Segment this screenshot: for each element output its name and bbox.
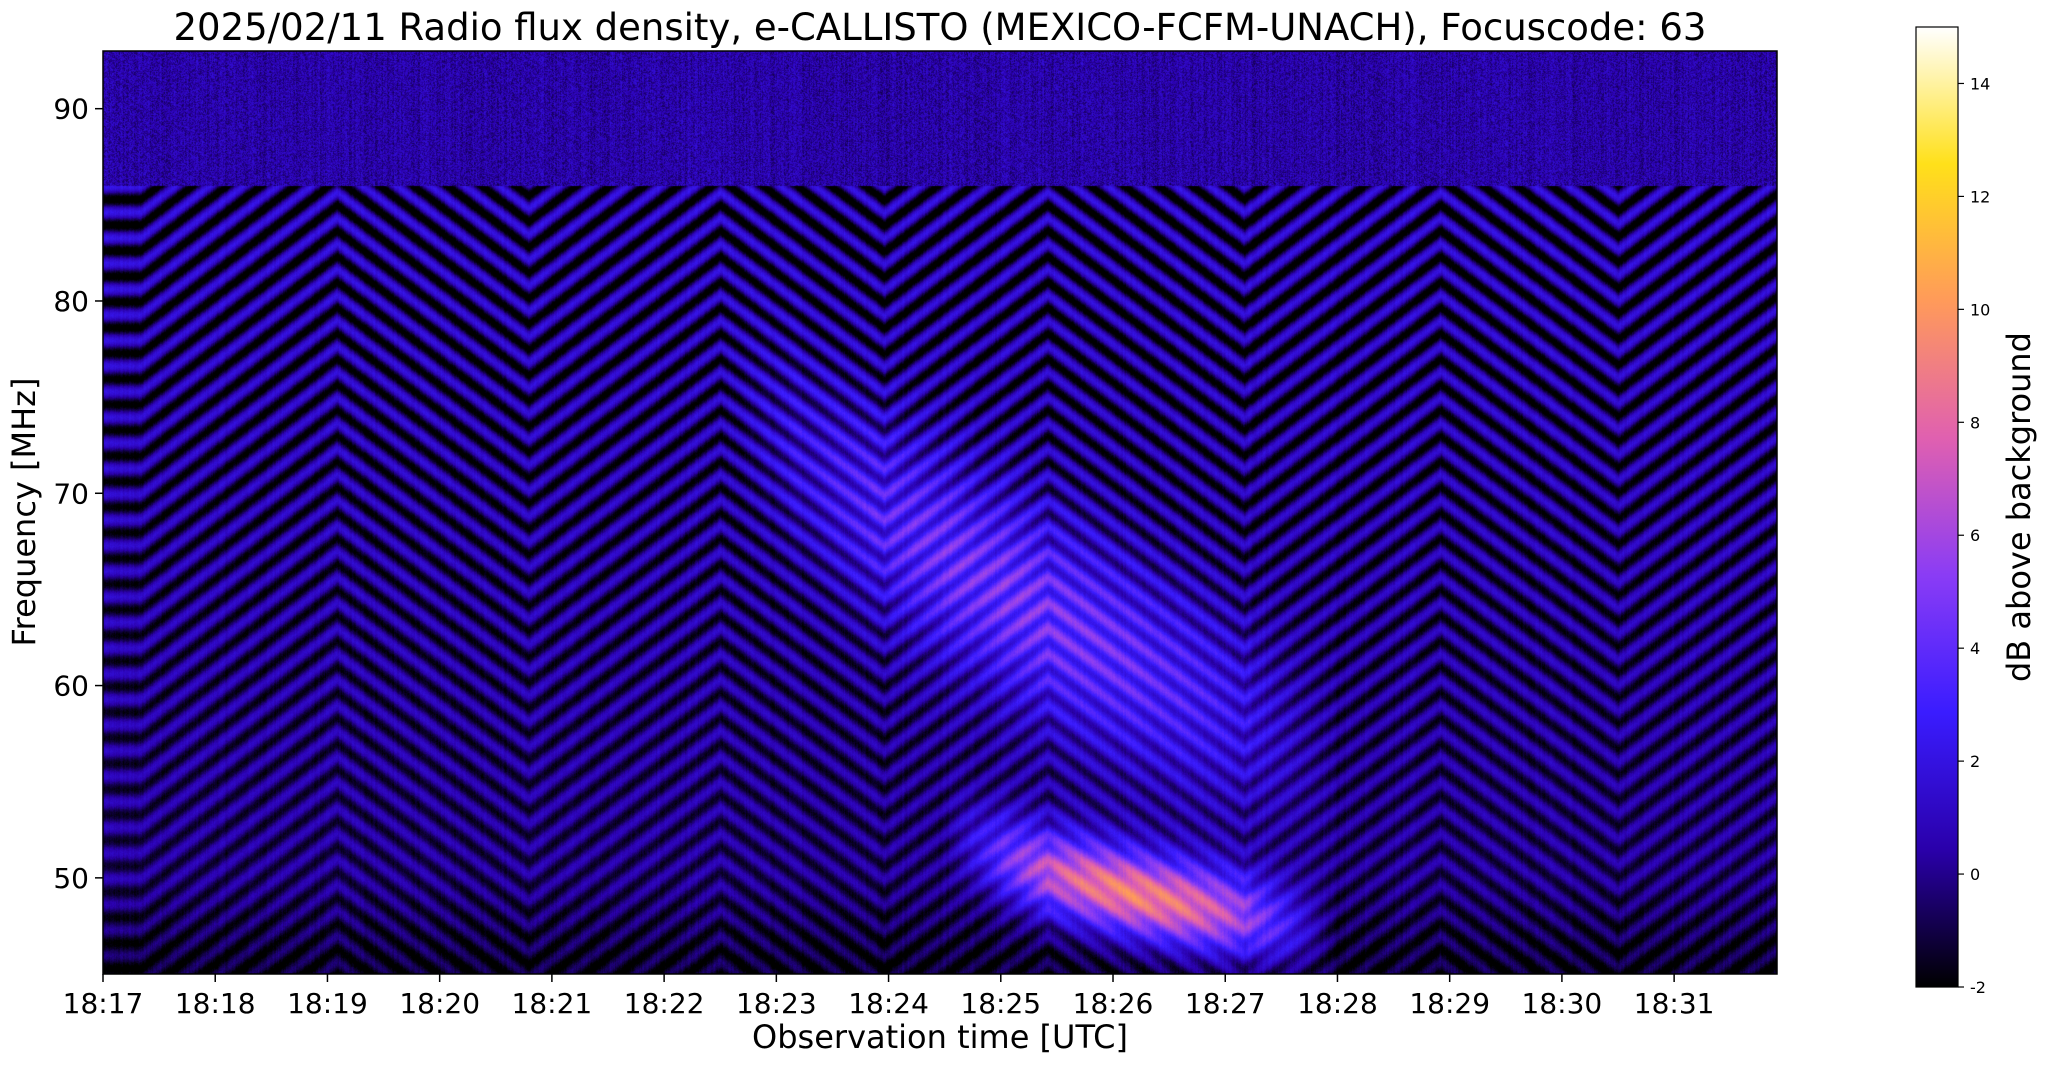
y-axis-label: Frequency [MHz] [5,378,43,647]
colorbar-tick-label: 0 [1970,865,1980,884]
x-tick-label: 18:24 [848,987,929,1020]
colorbar-gradient [1915,26,1959,988]
plot-frame [102,50,1778,975]
x-tick-label: 18:29 [1409,987,1490,1020]
x-tick-label: 18:18 [175,987,256,1020]
colorbar-tick-label: 2 [1970,752,1980,771]
x-tick-label: 18:25 [960,987,1041,1020]
spectrogram-heatmap [103,51,1777,974]
x-tick-label: 18:19 [287,987,368,1020]
y-tick-label: 70 [53,477,89,510]
colorbar-tick-label: -2 [1970,978,1986,997]
x-tick-label: 18:17 [63,987,144,1020]
x-tick-label: 18:28 [1297,987,1378,1020]
y-tick-label: 50 [53,862,89,895]
x-axis: 18:17 18:18 18:19 18:20 18:21 18:22 18:23 18:24… [63,974,1715,1020]
y-tick-label: 80 [53,285,89,318]
x-tick-label: 18:30 [1522,987,1603,1020]
y-tick-label: 60 [53,670,89,703]
y-tick-label: 90 [53,93,89,126]
x-tick-label: 18:31 [1634,987,1715,1020]
colorbar-tick-label: 14 [1970,74,1990,93]
x-tick-label: 18:22 [624,987,705,1020]
x-tick-label: 18:26 [1073,987,1154,1020]
x-tick-label: 18:23 [736,987,817,1020]
colorbar-label: dB above background [2000,332,2038,682]
x-tick-label: 18:21 [512,987,593,1020]
chart-title: 2025/02/11 Radio flux density, e-CALLIST… [174,6,1707,49]
colorbar-tick-label: 10 [1970,300,1990,319]
colorbar-tick-label: 6 [1970,526,1980,545]
x-axis-label: Observation time [UTC] [752,1018,1128,1056]
x-tick-label: 18:27 [1185,987,1266,1020]
colorbar: -2 0 2 4 6 8 10 12 14 dB above background [1915,26,2038,997]
colorbar-tick-label: 8 [1970,413,1980,432]
x-tick-label: 18:20 [399,987,480,1020]
colorbar-ticks: -2 0 2 4 6 8 10 12 14 [1958,74,1990,997]
y-axis: 50 60 70 80 90 [53,93,103,895]
plot-area [102,50,1778,975]
colorbar-tick-label: 4 [1970,639,1980,658]
colorbar-tick-label: 12 [1970,187,1990,206]
